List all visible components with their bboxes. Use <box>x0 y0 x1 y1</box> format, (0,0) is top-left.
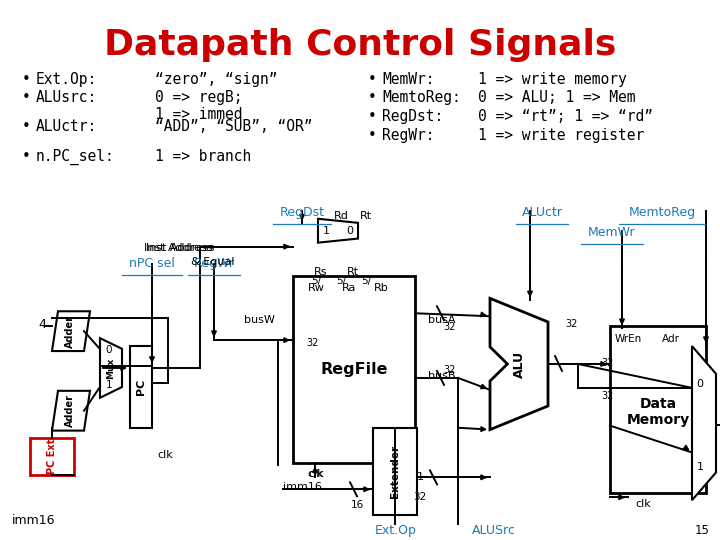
Text: ALUsrc:: ALUsrc: <box>36 90 97 105</box>
Text: 0 => regB;: 0 => regB; <box>155 90 243 105</box>
Text: Data
Memory: Data Memory <box>626 396 690 427</box>
Text: busB: busB <box>428 371 456 381</box>
Text: & Equal: & Equal <box>191 256 235 267</box>
Text: •: • <box>368 72 377 86</box>
Text: 1 => write memory: 1 => write memory <box>478 72 626 86</box>
Text: •: • <box>22 72 31 86</box>
Text: PC Ext: PC Ext <box>47 439 57 474</box>
Text: ALUctr:: ALUctr: <box>36 119 97 134</box>
Text: busW: busW <box>244 315 275 325</box>
Text: 1 => immed: 1 => immed <box>155 107 243 123</box>
Text: Rs: Rs <box>314 267 328 278</box>
Text: RegDst:: RegDst: <box>382 110 444 124</box>
Text: 5/: 5/ <box>336 276 346 286</box>
Text: Rd: Rd <box>333 211 348 221</box>
Text: “zero”, “sign”: “zero”, “sign” <box>155 72 277 86</box>
Text: n.PC_sel:: n.PC_sel: <box>36 149 114 165</box>
Text: RegDst: RegDst <box>279 206 325 219</box>
Text: busA: busA <box>428 315 456 325</box>
Text: 5/: 5/ <box>311 276 321 286</box>
Text: Inst Address: Inst Address <box>146 242 214 253</box>
Text: Datapath Control Signals: Datapath Control Signals <box>104 28 616 62</box>
Text: clk: clk <box>635 499 651 509</box>
Text: MemWr: MemWr <box>588 226 636 239</box>
Text: Mux: Mux <box>107 357 115 379</box>
Text: •: • <box>22 119 31 134</box>
Text: Ext.Op: Ext.Op <box>375 524 417 537</box>
Bar <box>130 346 152 428</box>
Text: MemtoReg: MemtoReg <box>629 206 696 219</box>
Text: ALUctr: ALUctr <box>521 206 562 219</box>
Bar <box>610 326 706 493</box>
Bar <box>373 428 417 515</box>
Text: Ra: Ra <box>342 284 356 293</box>
Text: 0: 0 <box>106 345 112 355</box>
Text: Adder: Adder <box>65 394 75 427</box>
Polygon shape <box>490 298 548 430</box>
Text: 32: 32 <box>307 338 319 348</box>
Bar <box>293 276 415 463</box>
Text: Rt: Rt <box>360 211 372 221</box>
Text: 4: 4 <box>38 318 46 330</box>
Text: Extender: Extender <box>390 445 400 498</box>
Text: MemWr:: MemWr: <box>382 72 434 86</box>
Text: 1 => write register: 1 => write register <box>478 129 644 143</box>
Bar <box>30 437 74 475</box>
Text: RegFile: RegFile <box>320 362 388 377</box>
Text: RegWr:: RegWr: <box>382 129 434 143</box>
Text: 32: 32 <box>413 492 427 502</box>
Text: 5/: 5/ <box>361 276 371 286</box>
Text: Ext.Op:: Ext.Op: <box>36 72 97 86</box>
Text: •: • <box>368 110 377 124</box>
Text: RegWr: RegWr <box>194 256 235 269</box>
Text: 32: 32 <box>444 322 456 332</box>
Text: WrEn: WrEn <box>614 334 642 344</box>
Text: imm16: imm16 <box>283 482 322 492</box>
Text: 32: 32 <box>600 391 613 401</box>
Text: 1: 1 <box>106 380 112 390</box>
Text: 32: 32 <box>600 358 613 368</box>
Text: •: • <box>368 129 377 143</box>
Text: imm16: imm16 <box>12 514 55 527</box>
Text: 1 => branch: 1 => branch <box>155 149 251 164</box>
Text: 32: 32 <box>566 319 578 329</box>
Text: 16: 16 <box>351 500 364 510</box>
Text: 0: 0 <box>696 379 703 389</box>
Text: •: • <box>22 90 31 105</box>
Text: 32: 32 <box>444 365 456 375</box>
Text: Rw: Rw <box>307 284 325 293</box>
Text: clk: clk <box>157 450 173 461</box>
Text: 1: 1 <box>696 462 703 472</box>
Text: MemtoReg:: MemtoReg: <box>382 91 461 105</box>
Text: 1: 1 <box>416 472 423 482</box>
Text: 15: 15 <box>695 524 710 537</box>
Text: clk: clk <box>307 469 323 480</box>
Text: Adr: Adr <box>662 334 680 344</box>
Text: clk: clk <box>308 469 324 480</box>
Text: “ADD”, “SUB”, “OR”: “ADD”, “SUB”, “OR” <box>155 119 312 134</box>
Text: •: • <box>368 91 377 105</box>
Text: Rb: Rb <box>374 284 388 293</box>
Text: Inst Address: Inst Address <box>144 242 212 253</box>
Text: ALUSrc: ALUSrc <box>472 524 516 537</box>
Text: PC: PC <box>136 379 146 395</box>
Polygon shape <box>100 338 122 398</box>
Text: 0 => “rt”; 1 => “rd”: 0 => “rt”; 1 => “rd” <box>478 110 653 124</box>
Polygon shape <box>692 346 716 500</box>
Text: 0 => ALU; 1 => Mem: 0 => ALU; 1 => Mem <box>478 91 636 105</box>
Polygon shape <box>52 391 90 430</box>
Text: Adder: Adder <box>65 315 75 348</box>
Polygon shape <box>52 311 90 351</box>
Text: 0: 0 <box>346 226 354 236</box>
Text: •: • <box>22 149 31 164</box>
Text: nPC sel: nPC sel <box>129 256 175 269</box>
Text: 1: 1 <box>323 226 330 236</box>
Text: Rt: Rt <box>347 267 359 278</box>
Text: ALU: ALU <box>513 350 526 377</box>
Polygon shape <box>318 219 358 242</box>
